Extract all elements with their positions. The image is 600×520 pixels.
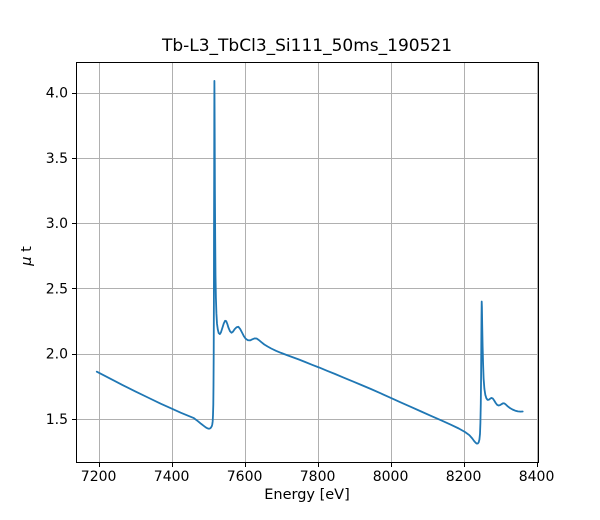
x-tick-label: 7200: [81, 469, 117, 485]
y-tick-label: 3.5: [46, 151, 68, 167]
x-tick-label: 7400: [154, 469, 190, 485]
y-tick-label: 3.0: [46, 216, 68, 232]
x-tick-label: 8400: [519, 469, 555, 485]
data-line: [95, 80, 524, 445]
y-axis-label: μ t: [19, 246, 35, 266]
chart-title: Tb-L3_TbCl3_Si111_50ms_190521: [161, 36, 453, 56]
x-tick-label: 7800: [300, 469, 336, 485]
y-axis-label-mu: μ: [19, 256, 35, 266]
x-tick-label: 8000: [373, 469, 409, 485]
x-tick-label: 7600: [227, 469, 263, 485]
y-tick-label: 1.5: [46, 412, 68, 428]
y-tick-label: 2.0: [46, 347, 68, 363]
y-tick-label: 2.5: [46, 281, 68, 297]
axes-spines: [76, 62, 539, 463]
y-tick-label: 4.0: [46, 86, 68, 102]
y-axis-label-t: t: [19, 246, 35, 257]
x-tick-label: 8200: [446, 469, 482, 485]
x-axis-label: Energy [eV]: [264, 487, 350, 503]
